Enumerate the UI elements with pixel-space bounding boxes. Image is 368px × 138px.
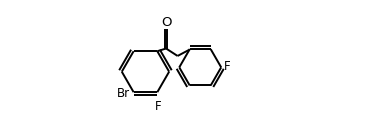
Text: F: F bbox=[155, 100, 162, 113]
Text: Br: Br bbox=[117, 87, 130, 100]
Text: F: F bbox=[224, 60, 231, 73]
Text: O: O bbox=[161, 16, 171, 29]
